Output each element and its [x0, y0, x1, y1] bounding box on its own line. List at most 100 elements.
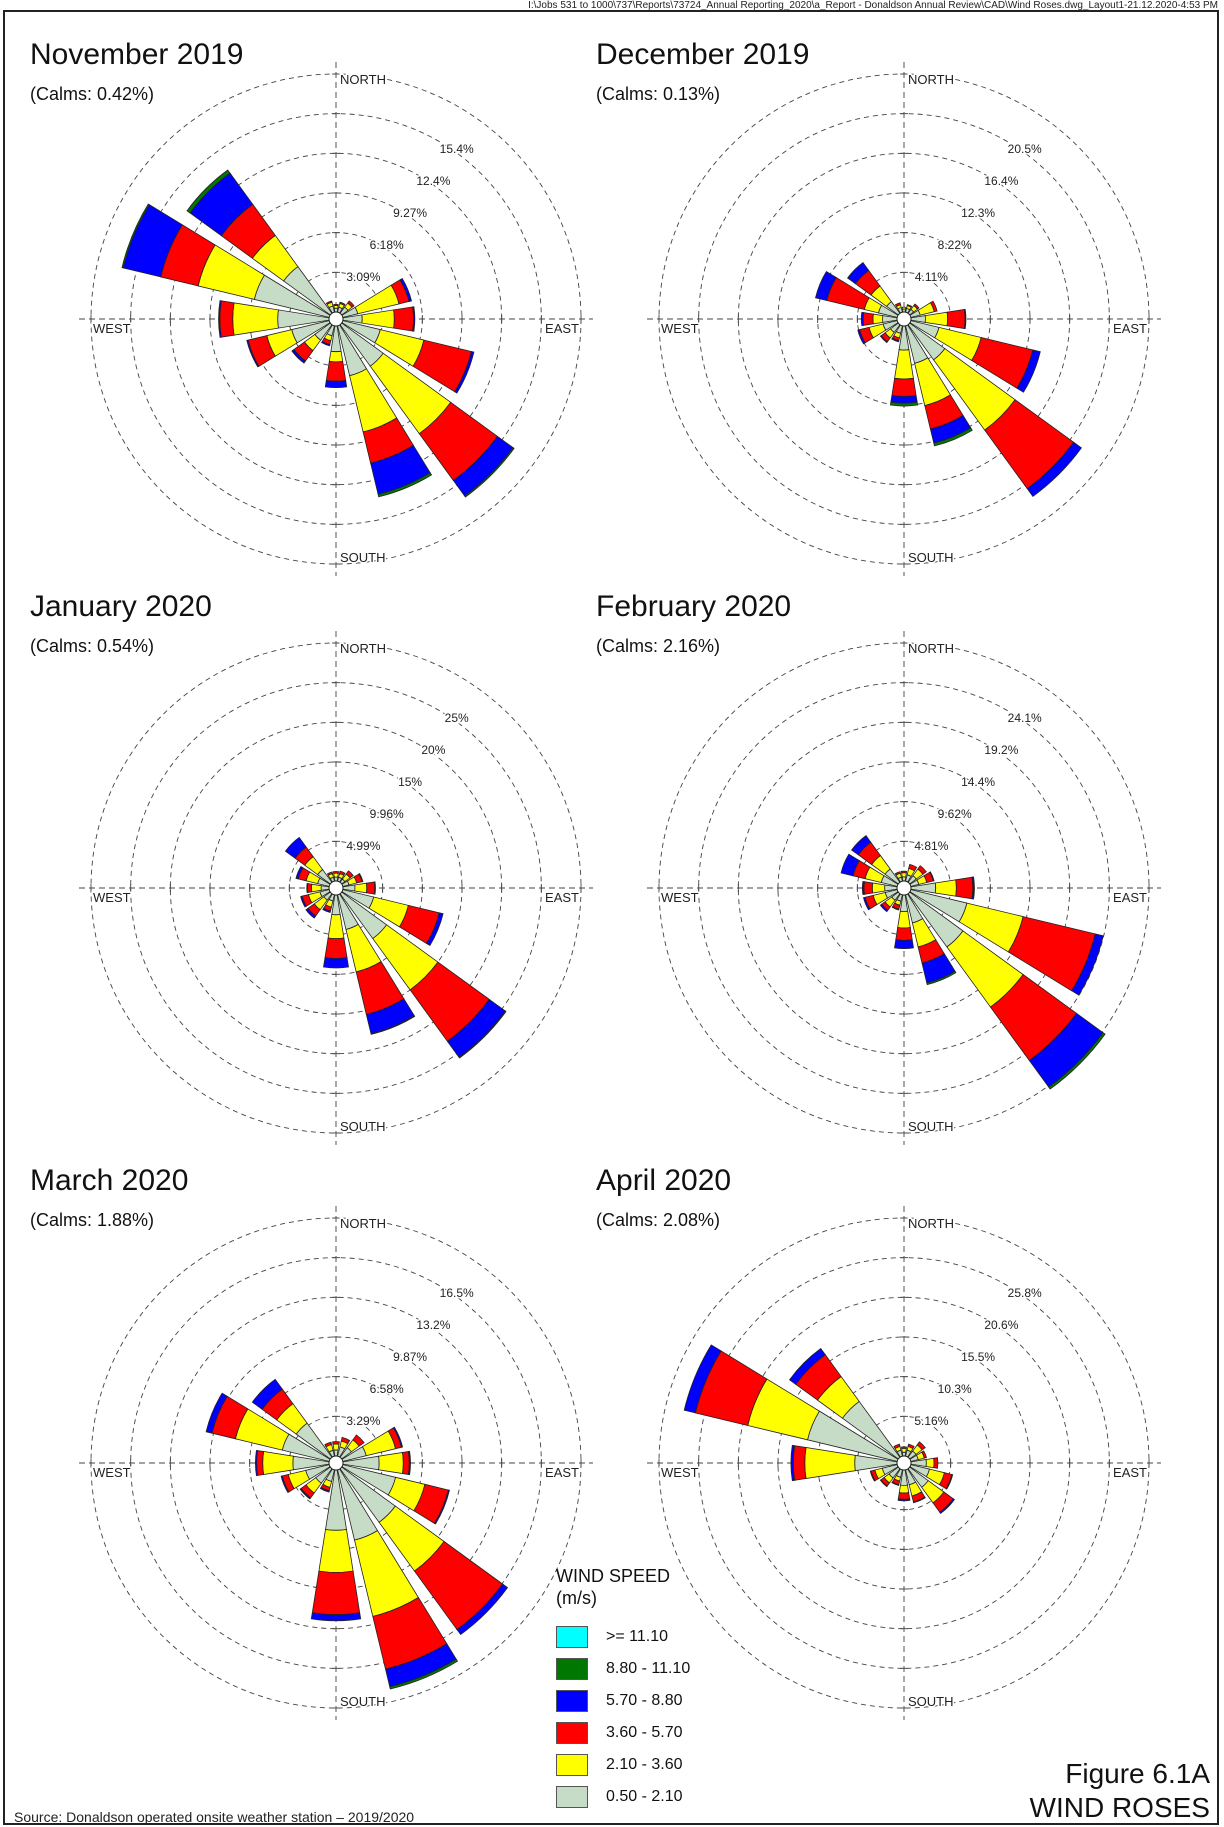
legend-item: 5.70 - 8.80: [556, 1685, 776, 1717]
petal-sw-bin-3: [879, 1479, 888, 1488]
petal-nw-bin-3: [251, 1378, 283, 1410]
petal-sse-bin-4: [370, 1015, 416, 1035]
petal-ne-bin-2: [345, 870, 354, 879]
petal-s-bin-1: [897, 910, 911, 929]
petal-e-bin-1: [925, 1457, 935, 1469]
direction-label-north: NORTH: [908, 641, 954, 656]
legend-swatch: [556, 1626, 588, 1648]
petal-s-bin-4: [889, 401, 919, 407]
petal-e-bin-2: [393, 306, 414, 332]
direction-label-north: NORTH: [340, 1216, 386, 1231]
ring-label: 20%: [421, 743, 445, 757]
petal-nne-bin-2: [339, 870, 346, 876]
petal-e-bin-2: [946, 309, 966, 329]
petal-s-bin-3: [890, 395, 918, 404]
petal-s-bin-1: [328, 350, 344, 363]
legend-swatch: [556, 1690, 588, 1712]
petal-se-bin-3: [456, 1583, 509, 1636]
petal-s-bin-3: [324, 379, 348, 389]
legend-item: 0.50 - 2.10: [556, 1781, 776, 1813]
petal-s-bin-2: [311, 1570, 361, 1615]
petal-se-bin-3: [1026, 441, 1082, 497]
ring-label: 20.5%: [1008, 142, 1042, 156]
petal-ene-bin-2: [929, 300, 938, 313]
ring-label: 15%: [398, 775, 422, 789]
petal-n-bin-1: [332, 1443, 340, 1451]
petal-se-bin-4: [458, 1010, 507, 1059]
petal-wnw-bin-3: [205, 1392, 228, 1434]
panel-calms-april-2020: (Calms: 2.08%): [596, 1210, 721, 1230]
petal-s-bin-2: [325, 360, 347, 382]
ring-label: 16.4%: [984, 174, 1018, 188]
petal-e-bin-2: [955, 876, 974, 900]
petal-e-bin-3: [373, 881, 376, 895]
hub-circle: [896, 1455, 912, 1471]
petal-ese-bin-3: [454, 351, 475, 394]
direction-label-west: WEST: [93, 890, 131, 905]
direction-label-east: EAST: [545, 1465, 579, 1480]
ring-label: 25%: [445, 711, 469, 725]
petal-ssw-bin-3: [321, 340, 331, 347]
petal-ese-bin-3: [1071, 933, 1104, 996]
ring-label: 15.5%: [961, 1350, 995, 1364]
petal-wnw-bin-3: [815, 270, 837, 301]
petal-e-bin-3: [963, 308, 967, 330]
direction-label-east: EAST: [545, 321, 579, 336]
petal-n-bin-1: [901, 1447, 907, 1453]
petal-w-bin-1: [262, 1451, 294, 1475]
petal-wsw-bin-3: [280, 1475, 290, 1494]
petal-nne-bin-2: [907, 1443, 915, 1450]
petal-wsw-bin-3: [863, 896, 871, 911]
hub-circle: [328, 880, 344, 896]
petal-w-bin-3: [306, 882, 309, 894]
petal-wsw-bin-3: [857, 329, 866, 345]
panel-title-november-2019: November 2019: [30, 38, 244, 71]
petal-e-bin-1: [354, 882, 368, 894]
petal-nnw-bin-2: [324, 1441, 333, 1448]
petal-ene-bin-3: [392, 1426, 404, 1448]
ring-label: 3.09%: [346, 270, 380, 284]
petal-nw-bin-3: [851, 835, 872, 856]
petal-s-bin-2: [895, 927, 913, 941]
legend-swatch: [556, 1786, 588, 1808]
ring-label: 9.96%: [370, 807, 404, 821]
panel-calms-november-2019: (Calms: 0.42%): [30, 84, 155, 104]
direction-label-north: NORTH: [908, 72, 954, 87]
legend-label: 3.60 - 5.70: [606, 1724, 683, 1741]
legend-title: WIND SPEED: [556, 1566, 671, 1586]
petal-w-bin-2: [862, 312, 874, 326]
petal-w-bin-2: [792, 1445, 807, 1481]
legend-item: >= 11.10: [556, 1621, 776, 1653]
petal-nw-bin-3: [788, 1347, 826, 1385]
petal-w-bin-1: [311, 883, 322, 893]
petal-ssw-bin-3: [319, 1486, 330, 1493]
ring-label: 15.4%: [440, 142, 474, 156]
ring-label: 6.18%: [370, 238, 404, 252]
petal-s-bin-1: [898, 1484, 910, 1494]
direction-label-south: SOUTH: [908, 550, 954, 565]
direction-label-west: WEST: [93, 321, 131, 336]
ring-label: 12.3%: [961, 206, 995, 220]
petal-wnw-bin-3: [683, 1344, 722, 1414]
petal-nnw-bin-2: [326, 871, 333, 876]
petal-nw-bin-3: [284, 836, 307, 859]
petal-wnw-bin-3: [295, 865, 304, 880]
direction-label-east: EAST: [1113, 1465, 1147, 1480]
legend-label: >= 11.10: [606, 1628, 668, 1645]
petal-e-bin-3: [407, 1450, 411, 1476]
petal-e-bin-1: [361, 309, 395, 329]
petal-s-bin-3: [310, 1612, 362, 1622]
petal-sse-bin-4: [926, 970, 957, 986]
ring-label: 16.5%: [440, 1286, 474, 1300]
direction-label-south: SOUTH: [340, 1694, 386, 1709]
petal-w-bin-1: [232, 302, 279, 336]
legend-label: 5.70 - 8.80: [606, 1692, 683, 1709]
ring-label: 3.29%: [346, 1414, 380, 1428]
petal-se-bin-4: [464, 447, 515, 498]
direction-label-north: NORTH: [340, 72, 386, 87]
petal-ese-bin-3: [945, 1474, 954, 1490]
direction-label-east: EAST: [545, 890, 579, 905]
ring-label: 8.22%: [938, 238, 972, 252]
petal-ssw-bin-3: [891, 906, 900, 911]
petal-e-bin-1: [924, 311, 949, 327]
